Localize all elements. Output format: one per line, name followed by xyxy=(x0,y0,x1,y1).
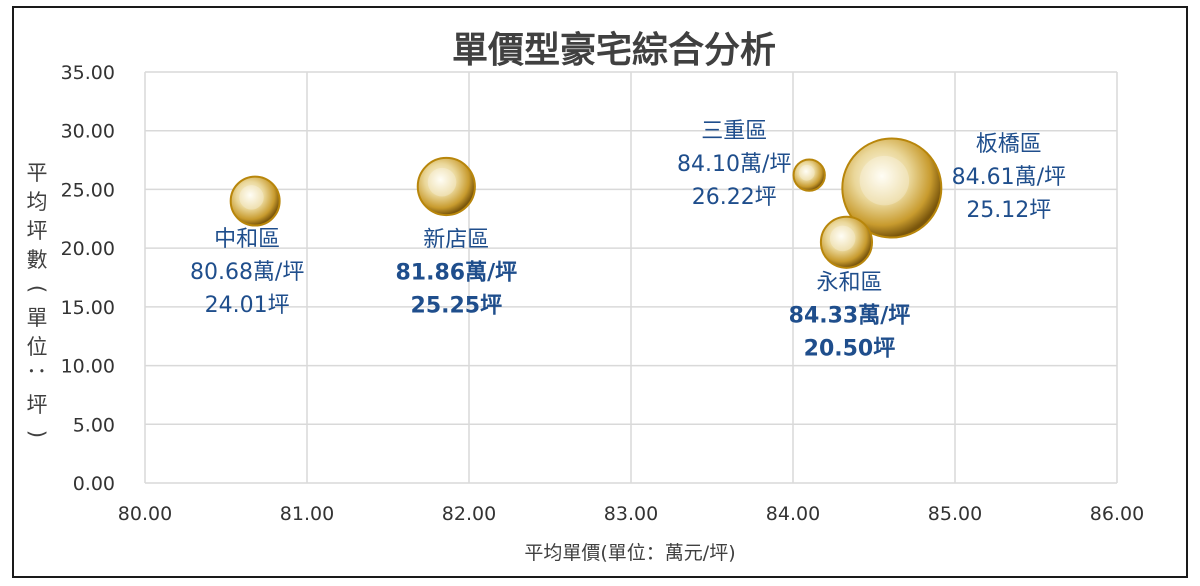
bubble-circle xyxy=(792,158,826,192)
data-label-板橋區: 板橋區 84.61萬/坪 25.12坪 xyxy=(952,132,1066,223)
y-axis-label-char: 坪 xyxy=(27,393,48,417)
label-district: 三重區 xyxy=(701,119,767,144)
y-tick-label: 20.00 xyxy=(61,238,115,260)
bubble-series xyxy=(229,137,943,269)
label-area: 24.01坪 xyxy=(205,293,290,318)
x-axis-label: 平均單價(單位：萬元/坪) xyxy=(524,542,735,564)
label-district: 永和區 xyxy=(816,270,882,295)
y-axis-label-char: 均 xyxy=(27,190,48,214)
label-price: 84.33萬/坪 xyxy=(789,303,911,328)
y-axis-label-char: ( xyxy=(25,285,49,293)
x-tick-labels: 80.00 81.00 82.00 83.00 84.00 85.00 86.00 xyxy=(118,503,1144,525)
bubble-三重區 xyxy=(792,158,826,192)
y-tick-label: 30.00 xyxy=(61,121,115,143)
x-tick-label: 83.00 xyxy=(604,503,658,525)
label-area: 20.50坪 xyxy=(804,336,896,361)
bubble-highlight xyxy=(799,164,815,181)
label-area: 26.22坪 xyxy=(692,185,777,210)
bubble-circle xyxy=(229,175,281,227)
y-tick-label: 0.00 xyxy=(73,473,115,495)
x-tick-label: 85.00 xyxy=(928,503,982,525)
y-axis-label-char: ) xyxy=(25,430,49,438)
y-axis-label-char: 坪 xyxy=(27,219,48,243)
data-label-三重區: 三重區 84.10萬/坪 26.22坪 xyxy=(677,119,791,210)
x-tick-label: 86.00 xyxy=(1090,503,1144,525)
y-axis-label-char: 單 xyxy=(27,306,48,330)
bubble-中和區 xyxy=(229,175,281,227)
data-labels: 中和區 80.68萬/坪 24.01坪 新店區 81.86萬/坪 25.25坪 三重區 84.… xyxy=(190,119,1066,361)
y-axis-label-char: 數 xyxy=(27,248,48,272)
bubble-highlight xyxy=(239,185,264,210)
data-label-中和區: 中和區 80.68萬/坪 24.01坪 xyxy=(190,227,304,318)
data-label-永和區: 永和區 84.33萬/坪 20.50坪 xyxy=(789,270,911,361)
x-tick-label: 81.00 xyxy=(280,503,334,525)
bubble-永和區 xyxy=(819,215,874,269)
label-price: 84.10萬/坪 xyxy=(677,152,791,177)
label-district: 新店區 xyxy=(423,227,489,252)
bubble-circle xyxy=(416,156,476,217)
bubble-新店區 xyxy=(416,156,476,217)
grid-lines xyxy=(144,71,1118,484)
bubble-circle xyxy=(819,215,874,269)
label-price: 81.86萬/坪 xyxy=(396,260,518,285)
label-area: 25.12坪 xyxy=(966,198,1051,223)
bubble-板橋區 xyxy=(841,137,943,239)
x-tick-label: 80.00 xyxy=(118,503,172,525)
label-price: 80.68萬/坪 xyxy=(190,260,304,285)
y-tick-label: 25.00 xyxy=(61,179,115,201)
label-area: 25.25坪 xyxy=(411,293,503,318)
x-tick-label: 84.00 xyxy=(766,503,820,525)
y-axis-label-char: 位 xyxy=(27,335,48,359)
label-price: 84.61萬/坪 xyxy=(952,165,1066,190)
label-district: 中和區 xyxy=(214,227,280,252)
label-district: 板橋區 xyxy=(976,132,1042,157)
y-tick-labels: 0.00 5.00 10.00 15.00 20.00 25.00 30.00 35.00 xyxy=(61,62,115,495)
y-axis-label-char: 平 xyxy=(27,161,48,185)
data-label-新店區: 新店區 81.86萬/坪 25.25坪 xyxy=(396,227,518,318)
chart-title: 單價型豪宅綜合分析 xyxy=(452,29,776,71)
bubble-highlight xyxy=(829,225,856,252)
y-axis-label-char: ： xyxy=(25,366,49,387)
bubble-highlight xyxy=(859,155,910,206)
y-tick-label: 5.00 xyxy=(73,414,115,436)
bubble-highlight xyxy=(427,167,457,197)
x-tick-label: 82.00 xyxy=(442,503,496,525)
y-tick-label: 35.00 xyxy=(61,62,115,84)
bubble-circle xyxy=(841,137,943,239)
y-tick-label: 15.00 xyxy=(61,297,115,319)
y-tick-label: 10.00 xyxy=(61,356,115,378)
